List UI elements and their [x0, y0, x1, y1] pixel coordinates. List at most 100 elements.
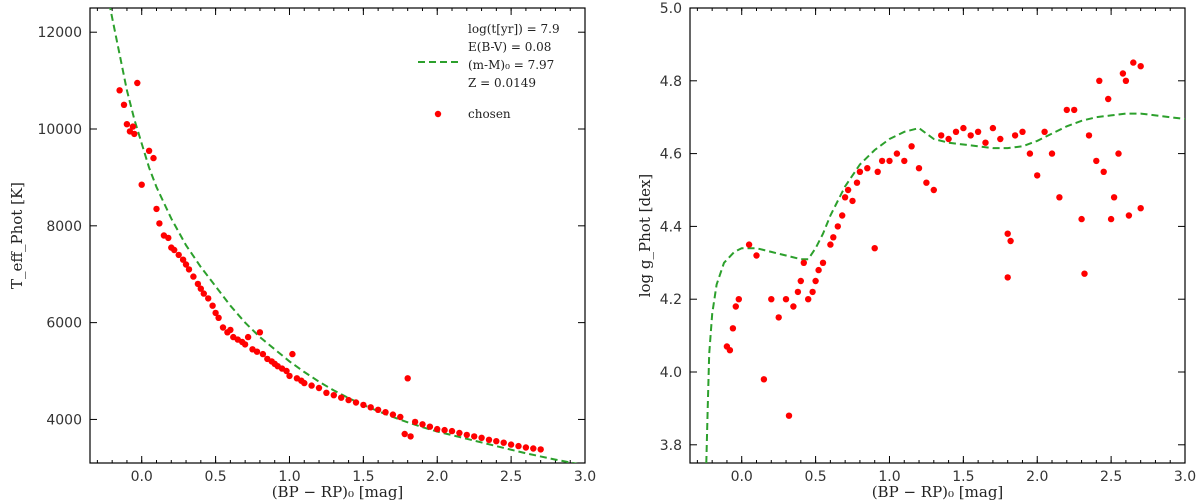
data-point — [131, 130, 138, 138]
data-point — [182, 261, 190, 268]
data-point — [1093, 157, 1100, 165]
data-point — [782, 296, 790, 303]
x-tick-label: 2.5 — [1100, 469, 1122, 485]
x-tick-label: 1.0 — [278, 469, 300, 485]
data-point — [753, 252, 760, 259]
data-point — [901, 157, 908, 165]
data-point — [289, 350, 296, 358]
data-point — [463, 431, 470, 439]
data-point — [1007, 237, 1014, 245]
data-point — [471, 433, 478, 440]
legend-isochrone-text: Z = 0.0149 — [468, 76, 536, 90]
data-point — [908, 143, 915, 150]
y-tick-label: 5.0 — [660, 1, 682, 17]
data-point — [1011, 132, 1019, 139]
data-point — [522, 444, 530, 451]
data-point — [830, 234, 837, 241]
data-point — [974, 128, 982, 135]
data-point — [209, 302, 216, 309]
data-point — [1137, 62, 1144, 70]
data-point — [530, 445, 537, 452]
x-tick-label: 2.0 — [1026, 469, 1048, 485]
data-point — [1107, 215, 1115, 223]
data-point — [374, 406, 382, 413]
data-point — [785, 412, 793, 419]
data-point — [1041, 128, 1048, 135]
data-point — [500, 439, 507, 446]
data-point — [745, 241, 753, 248]
legend-points-text: chosen — [468, 107, 511, 121]
data-point — [844, 186, 852, 194]
data-point — [411, 418, 419, 426]
data-point — [1100, 168, 1107, 175]
data-point — [352, 399, 360, 406]
data-point — [864, 165, 871, 172]
data-point — [735, 296, 742, 303]
data-point — [1122, 77, 1130, 85]
data-point — [404, 375, 411, 382]
x-tick-label: 0.0 — [731, 469, 753, 485]
data-point — [930, 186, 937, 194]
data-point — [426, 423, 434, 430]
data-point — [286, 372, 293, 380]
data-point — [345, 396, 352, 404]
y-tick-label: 4.0 — [660, 365, 682, 381]
data-point — [1071, 106, 1078, 114]
data-point — [397, 413, 404, 421]
data-point — [726, 347, 734, 354]
data-point — [871, 245, 878, 252]
y-tick-label: 3.8 — [660, 438, 682, 454]
data-point — [301, 379, 308, 387]
data-point — [841, 194, 849, 201]
chart-right: 0.0 0.5 1.0 1.5 2.0 2.5 3.0 3.8 4.0 4.2 4.4 4.6 4.8 5… — [636, 1, 1196, 501]
y-tick-label: 4.8 — [660, 74, 682, 90]
data-point — [853, 179, 861, 186]
data-point — [923, 179, 930, 186]
data-point — [200, 290, 207, 297]
legend: log(t[yr]) = 7.9 E(B-V) = 0.08 (m-M)₀ = 7.… — [418, 22, 560, 121]
data-point — [1110, 194, 1118, 201]
data-point — [760, 376, 768, 383]
data-point — [389, 411, 397, 418]
y-tick-label: 4000 — [46, 412, 82, 428]
x-tick-label: 1.5 — [952, 469, 974, 485]
data-point — [244, 333, 252, 341]
data-point — [1004, 230, 1011, 237]
data-point — [116, 87, 123, 94]
data-point — [537, 446, 544, 453]
data-point — [1096, 77, 1103, 85]
data-point — [1105, 95, 1112, 103]
y-tick-label: 6000 — [46, 316, 82, 332]
data-point — [493, 438, 500, 445]
y-tick-label: 8000 — [46, 219, 82, 235]
x-tick-label: 0.0 — [131, 469, 153, 485]
data-point — [768, 296, 775, 303]
data-point — [938, 132, 945, 139]
legend-isochrone-text: E(B-V) = 0.08 — [468, 40, 551, 54]
y-tick-label: 4.4 — [660, 219, 682, 235]
data-point — [849, 197, 856, 205]
y-axis-label: log g_Phot [dex] — [636, 174, 654, 298]
data-point — [827, 241, 834, 248]
data-point — [945, 135, 952, 143]
data-point — [171, 246, 178, 254]
data-point — [805, 296, 812, 303]
data-point — [797, 277, 804, 285]
data-point — [874, 168, 881, 175]
data-point — [434, 425, 441, 433]
data-point — [997, 135, 1004, 143]
data-point — [419, 421, 426, 428]
data-point — [227, 326, 234, 334]
data-point — [259, 350, 267, 358]
data-point — [839, 212, 846, 219]
data-point — [1119, 70, 1127, 77]
data-point — [150, 154, 157, 162]
data-point — [407, 433, 414, 440]
data-point — [120, 101, 128, 109]
y-tick-label: 4.2 — [660, 292, 682, 308]
data-point — [1085, 132, 1093, 139]
data-point — [960, 124, 967, 132]
data-point — [194, 280, 202, 288]
data-point — [283, 367, 290, 375]
